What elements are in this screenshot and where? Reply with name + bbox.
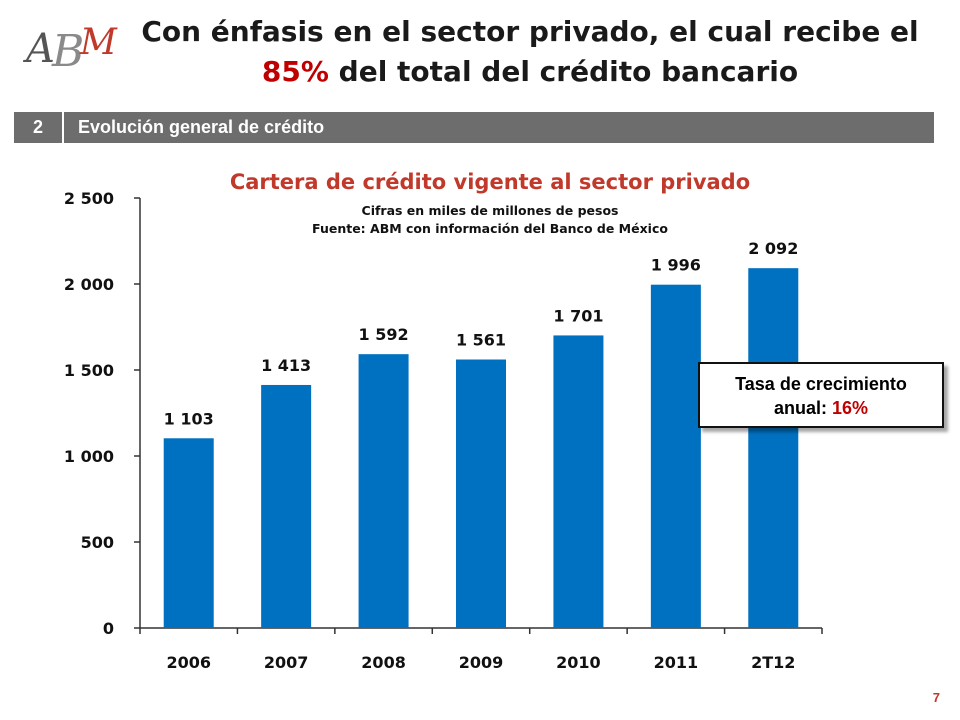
title-accent: 85% <box>261 55 329 88</box>
bar-value-label: 1 701 <box>553 306 603 325</box>
x-category-label: 2T12 <box>751 653 795 672</box>
title-line-2: 85% del total del crédito bancario <box>130 52 930 92</box>
x-category-label: 2011 <box>654 653 699 672</box>
x-category-label: 2008 <box>361 653 406 672</box>
bar <box>650 284 701 628</box>
y-tick-label: 500 <box>81 533 114 552</box>
section-number: 2 <box>14 112 64 143</box>
callout-value: 16% <box>831 398 869 418</box>
title-line-2-rest: del total del crédito bancario <box>328 55 799 88</box>
bar <box>553 335 604 628</box>
y-tick-label: 1 000 <box>64 447 114 466</box>
abm-logo: A B M <box>22 22 118 76</box>
bar <box>358 354 409 628</box>
bar-value-label: 1 561 <box>456 331 506 350</box>
y-tick-label: 2 000 <box>64 275 114 294</box>
svg-text:A: A <box>22 26 55 72</box>
section-label: Evolución general de crédito <box>78 117 325 137</box>
x-category-label: 2009 <box>459 653 504 672</box>
chart-subtitle-source: Fuente: ABM con información del Banco de… <box>312 221 668 236</box>
chart-subtitle-units: Cifras en miles de millones de pesos <box>361 203 619 218</box>
x-category-label: 2010 <box>556 653 601 672</box>
chart-title: Cartera de crédito vigente al sector pri… <box>229 170 751 194</box>
bar <box>456 359 506 628</box>
y-tick-label: 1 500 <box>64 361 114 380</box>
bar-value-label: 1 996 <box>651 256 701 275</box>
callout-line-2: anual: 16% <box>700 396 942 420</box>
svg-text:B: B <box>51 26 84 76</box>
page-title: Con énfasis en el sector privado, el cua… <box>130 12 930 92</box>
y-tick-label: 0 <box>103 619 114 638</box>
bar-value-label: 2 092 <box>748 239 798 258</box>
page-number: 7 <box>932 690 940 705</box>
bar-value-label: 1 413 <box>261 356 311 375</box>
x-category-label: 2006 <box>166 653 211 672</box>
title-line-1: Con énfasis en el sector privado, el cua… <box>141 15 919 48</box>
bar <box>261 384 312 628</box>
bar <box>163 438 214 628</box>
y-tick-label: 2 500 <box>64 189 114 208</box>
callout-line-1: Tasa de crecimiento <box>735 374 907 394</box>
growth-rate-callout: Tasa de crecimiento anual: 16% <box>698 362 944 428</box>
x-category-label: 2007 <box>264 653 309 672</box>
bar <box>748 268 799 628</box>
section-bar: 2 Evolución general de crédito <box>14 112 934 143</box>
bar-value-label: 1 592 <box>359 325 409 344</box>
svg-text:M: M <box>79 22 118 63</box>
bar-value-label: 1 103 <box>164 409 214 428</box>
callout-line-2-prefix: anual: <box>773 398 832 418</box>
